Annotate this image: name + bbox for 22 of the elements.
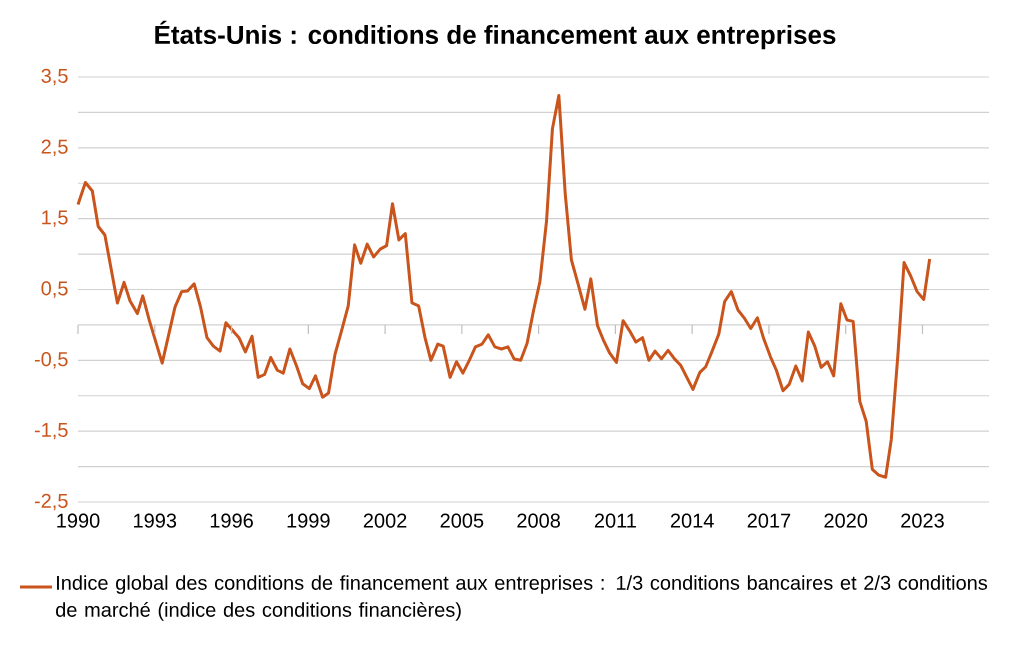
- y-tick-label: 1,5: [42, 210, 68, 227]
- legend-label: Indice global des conditions de financement aux entreprises : 1/3 conditions bancaires et 2/3 conditions de marché (indice des conditions financières): [56, 575, 988, 621]
- y-tick-label: -1,5: [34, 423, 68, 440]
- x-tick-label: 2008: [517, 513, 560, 528]
- y-tick-label: 0,5: [41, 281, 68, 298]
- line-series: [76, 93, 932, 479]
- chart-title: États-Unis : conditions de financement aux entreprises: [155, 20, 836, 50]
- x-tick-label: 2005: [440, 513, 484, 528]
- x-tick-label: 1999: [287, 513, 330, 528]
- x-tick-label: 2011: [594, 513, 636, 528]
- x-tick-label: 2002: [363, 513, 407, 528]
- x-tick-label: 2017: [747, 513, 791, 528]
- x-tick-label: 1993: [134, 513, 177, 528]
- y-tick-label: -2,5: [34, 493, 68, 511]
- x-tick-label: 2014: [670, 513, 714, 528]
- y-tick-label: -0,5: [34, 352, 68, 369]
- x-tick-label: 2020: [824, 513, 868, 528]
- x-tick-label: 1996: [210, 513, 253, 528]
- x-tick-label: 2023: [901, 513, 944, 528]
- y-tick-label: 2,5: [41, 139, 68, 157]
- y-tick-label: 3,5: [41, 68, 68, 86]
- x-tick-label: 1990: [57, 513, 100, 528]
